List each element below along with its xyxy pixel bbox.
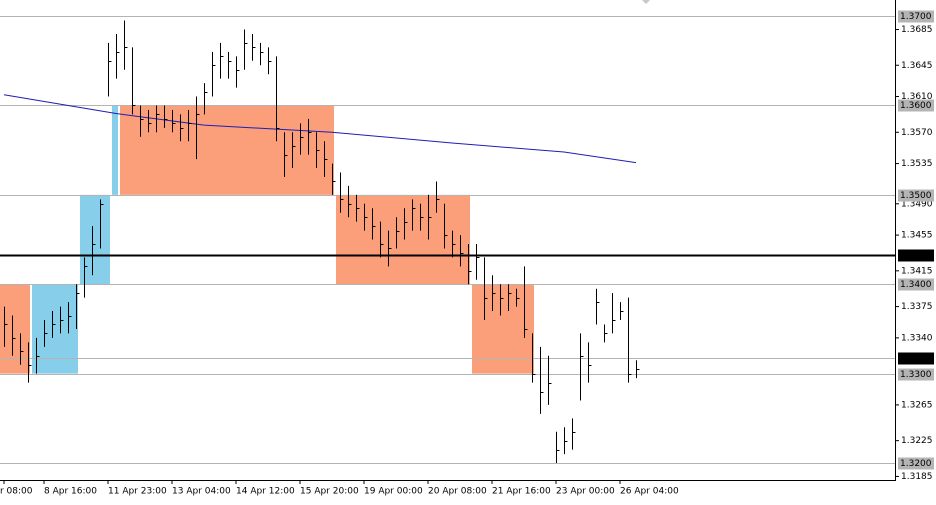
level-label-box: [898, 99, 934, 112]
scroll-marker: [642, 0, 650, 4]
levels: [0, 16, 895, 464]
zone: [336, 194, 470, 285]
x-tick-label: 20 Apr 08:00: [428, 487, 487, 497]
zone: [120, 105, 334, 195]
x-tick-label: 11 Apr 23:00: [108, 487, 167, 497]
level-label-box: [898, 189, 934, 202]
level-label: 1.3600: [900, 101, 932, 111]
y-tick-label: 1.3535: [901, 159, 933, 169]
level-label-box: [898, 249, 934, 262]
level-label: 1.3700: [900, 12, 932, 22]
level-label: 1.3400: [900, 280, 932, 290]
bars: [4, 20, 640, 464]
level-label: 1.3433: [900, 251, 932, 261]
x-tick-label: 26 Apr 04:00: [620, 487, 679, 497]
x-tick-label: 21 Apr 16:00: [492, 487, 551, 497]
y-tick-label: 1.3415: [901, 266, 933, 276]
y-tick-label: 1.3225: [901, 436, 933, 446]
x-tick-label: 23 Apr 00:00: [556, 487, 615, 497]
y-tick-label: 1.3490: [901, 199, 933, 209]
y-tick-label: 1.3185: [901, 472, 933, 482]
level-label-box: [898, 368, 934, 381]
y-tick-label: 1.3455: [901, 231, 933, 241]
x-tick-label: 8 Apr 16:00: [44, 487, 97, 497]
x-tick-label: 15 Apr 20:00: [300, 487, 359, 497]
y-tick-label: 1.3265: [901, 400, 933, 410]
x-tick-label: 19 Apr 00:00: [364, 487, 423, 497]
y-tick-label: 1.3685: [901, 25, 933, 35]
level-label-box: [898, 457, 934, 470]
level-label-box: [898, 10, 934, 23]
level-label-box: [898, 278, 934, 291]
level-label: 1.3200: [900, 459, 932, 469]
level-label: 1.3318: [900, 354, 932, 364]
moving-average: [3, 94, 637, 164]
y-tick-label: 1.3340: [901, 333, 933, 343]
level-label: 1.3300: [900, 370, 932, 380]
zone: [32, 284, 78, 374]
zone: [112, 105, 118, 195]
y-tick-label: 1.3645: [901, 61, 933, 71]
level-label: 1.3500: [900, 191, 932, 201]
y-tick-label: 1.3375: [901, 302, 933, 312]
y-tick-label: 1.3610: [901, 92, 933, 102]
x-tick-label: r 08:00: [0, 487, 33, 497]
x-tick-label: 14 Apr 12:00: [236, 487, 295, 497]
zones: [0, 105, 534, 374]
y-tick-label: 1.3570: [901, 128, 933, 138]
level-label-box: [898, 352, 934, 365]
x-tick-label: 13 Apr 04:00: [172, 487, 231, 497]
